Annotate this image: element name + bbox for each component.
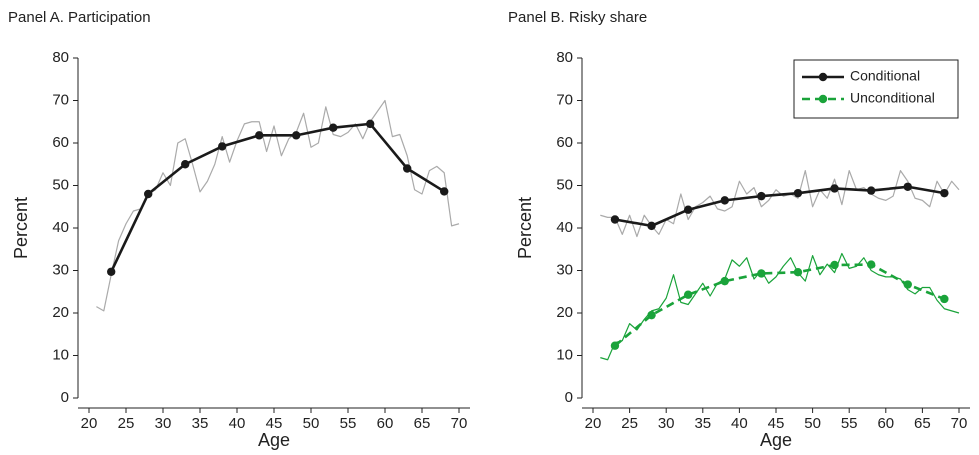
series-line [96, 99, 460, 312]
panel-title: Panel B. Risky share [508, 9, 647, 26]
x-tick-label: 35 [694, 415, 711, 432]
x-tick-label: 55 [841, 415, 858, 432]
y-tick-label: 50 [556, 176, 573, 193]
point [866, 260, 876, 269]
y-tick-label: 30 [556, 261, 573, 278]
point [683, 290, 693, 299]
point [610, 341, 620, 350]
x-tick-label: 65 [414, 415, 431, 432]
panel-title: Panel A. Participation [8, 9, 151, 26]
point [903, 182, 912, 191]
y-axis-label: Percent [11, 197, 31, 259]
x-tick-label: 65 [914, 415, 931, 432]
point [107, 267, 116, 276]
point [793, 188, 803, 198]
x-tick-label: 30 [155, 415, 172, 432]
point [757, 269, 766, 278]
x-tick-label: 45 [768, 415, 785, 432]
y-tick-label: 10 [52, 346, 69, 363]
y-tick-label: 30 [52, 261, 69, 278]
point [757, 191, 766, 201]
y-tick-label: 0 [61, 389, 69, 406]
point [793, 268, 803, 277]
x-tick-label: 60 [877, 415, 894, 432]
x-tick-label: 55 [340, 415, 357, 432]
point [292, 131, 301, 140]
series-line [110, 122, 445, 273]
x-tick-label: 20 [585, 415, 602, 432]
point [720, 196, 729, 205]
point [144, 189, 153, 199]
x-tick-label: 30 [658, 415, 675, 432]
legend-label: Unconditional [850, 90, 935, 106]
series-line [600, 252, 960, 361]
y-tick-label: 0 [565, 389, 573, 406]
point [903, 280, 912, 289]
point [647, 221, 656, 231]
x-tick-label: 60 [377, 415, 394, 432]
y-tick-label: 20 [556, 304, 573, 321]
series-line [614, 263, 945, 347]
x-axis-label: Age [760, 430, 792, 450]
y-tick-label: 40 [556, 219, 573, 236]
y-tick-label: 40 [52, 219, 69, 236]
series-line [614, 185, 945, 228]
x-tick-label: 35 [192, 415, 209, 432]
point [403, 164, 412, 173]
point [218, 142, 227, 151]
point [255, 131, 264, 140]
y-tick-label: 10 [556, 346, 573, 363]
legend-box [793, 59, 959, 119]
x-tick-label: 40 [229, 415, 246, 432]
point [830, 260, 839, 270]
y-tick-label: 50 [52, 176, 69, 193]
series-line [600, 170, 960, 238]
legend-marker [818, 72, 828, 82]
x-tick-label: 50 [804, 415, 821, 432]
point [830, 184, 839, 193]
point [866, 186, 876, 195]
point [366, 119, 375, 129]
y-tick-label: 80 [52, 49, 69, 66]
point [940, 294, 949, 304]
x-tick-label: 50 [303, 415, 320, 432]
point [940, 188, 949, 198]
x-axis-label: Age [258, 430, 290, 450]
x-tick-label: 20 [81, 415, 98, 432]
x-tick-label: 25 [621, 415, 638, 432]
y-tick-label: 60 [52, 134, 69, 151]
point [647, 310, 656, 320]
y-tick-label: 70 [556, 91, 573, 108]
y-axis-label: Percent [515, 197, 535, 259]
x-tick-label: 70 [451, 415, 468, 432]
legend-marker [818, 94, 828, 104]
x-tick-label: 70 [951, 415, 968, 432]
legend-label: Conditional [850, 68, 920, 84]
point [329, 123, 338, 132]
point [720, 276, 729, 286]
y-tick-label: 70 [52, 91, 69, 108]
y-tick-label: 80 [556, 49, 573, 66]
x-tick-label: 45 [266, 415, 283, 432]
y-tick-label: 20 [52, 304, 69, 321]
point [610, 215, 620, 224]
point [440, 187, 449, 196]
y-tick-label: 60 [556, 134, 573, 151]
point [683, 205, 693, 214]
x-tick-label: 40 [731, 415, 748, 432]
point [181, 160, 190, 169]
x-tick-label: 25 [118, 415, 135, 432]
